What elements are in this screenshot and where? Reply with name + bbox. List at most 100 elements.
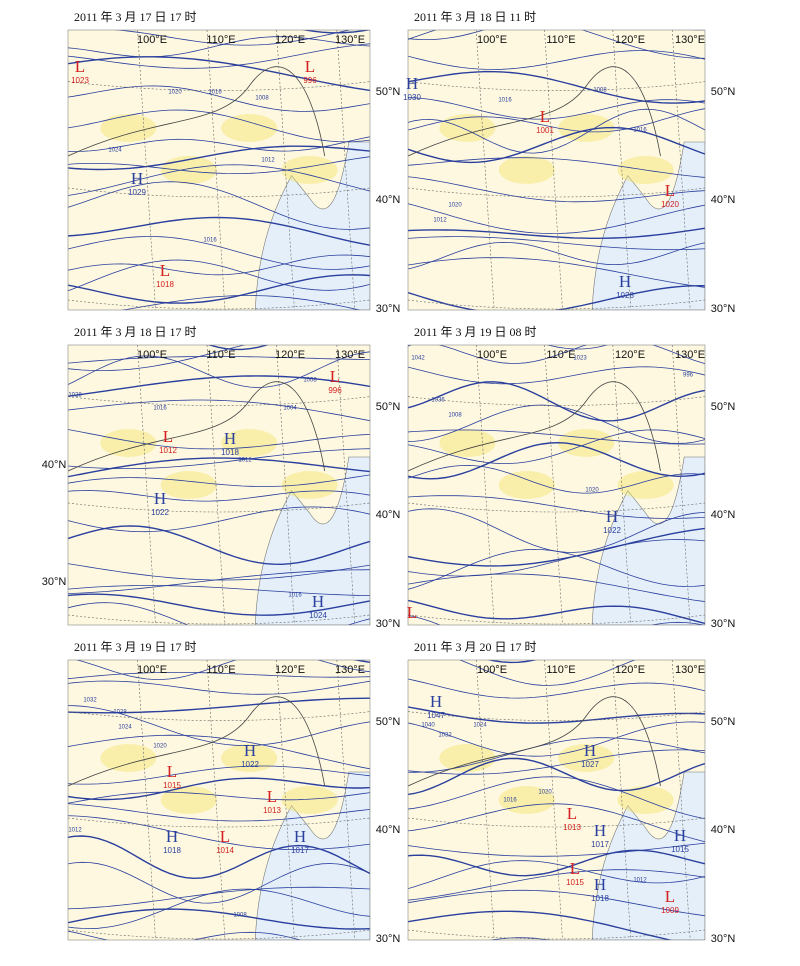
center-type: H bbox=[312, 592, 324, 611]
lat-label: 30°N bbox=[376, 618, 401, 630]
meridian bbox=[475, 660, 495, 940]
center-type: H bbox=[594, 821, 606, 840]
meridian bbox=[544, 345, 563, 625]
parallel bbox=[408, 614, 705, 625]
center-value: 1017 bbox=[291, 846, 309, 855]
isobar bbox=[408, 404, 705, 444]
isobar bbox=[408, 573, 705, 602]
isobar bbox=[68, 236, 370, 270]
isobar bbox=[408, 721, 705, 757]
isobar bbox=[68, 43, 370, 69]
dust-area bbox=[439, 114, 496, 142]
isobar bbox=[68, 569, 370, 595]
sea bbox=[591, 141, 705, 310]
center-value: 1018 bbox=[163, 846, 181, 855]
lon-label: 120°E bbox=[615, 664, 645, 676]
lon-label: 110°E bbox=[206, 34, 235, 46]
isobar-label: 1016 bbox=[288, 593, 302, 599]
center-value: 1013 bbox=[263, 806, 281, 815]
map-panel: 2011 年 3 月 19 日 08 时 100°E 110°E 120°E 130°E… bbox=[407, 325, 736, 630]
isobar bbox=[408, 108, 705, 133]
center-type: L bbox=[567, 804, 577, 823]
center-type: H bbox=[430, 692, 442, 711]
lat-label: 50°N bbox=[711, 401, 736, 413]
center-type: H bbox=[154, 489, 166, 508]
panel-title: 2011 年 3 月 19 日 17 时 bbox=[74, 640, 197, 654]
lon-label: 130°E bbox=[335, 664, 365, 676]
center-type: L bbox=[665, 887, 675, 906]
isobar-label: 1016 bbox=[633, 128, 647, 134]
dust-area bbox=[100, 114, 157, 142]
center-value: 1018 bbox=[221, 448, 239, 457]
dust-area bbox=[281, 786, 338, 814]
lat-label-left: 30°N bbox=[42, 576, 67, 588]
isobar bbox=[408, 345, 609, 350]
center-type: H bbox=[406, 74, 418, 93]
isobar bbox=[68, 259, 370, 292]
lon-label: 130°E bbox=[335, 34, 365, 46]
isobar bbox=[68, 85, 370, 112]
parallel bbox=[408, 187, 705, 198]
lon-label: 130°E bbox=[675, 349, 705, 361]
meridian bbox=[336, 30, 356, 310]
lon-label: 120°E bbox=[275, 349, 305, 361]
isobar bbox=[408, 70, 705, 104]
center-type: L bbox=[267, 787, 277, 806]
center-type: L bbox=[75, 57, 85, 76]
map-body bbox=[408, 30, 705, 310]
isobar bbox=[408, 176, 705, 203]
isobar-label: 1004 bbox=[283, 406, 297, 412]
dust-area bbox=[160, 156, 217, 184]
isobar bbox=[408, 776, 705, 819]
center-value: 1029 bbox=[128, 188, 146, 197]
isobar bbox=[408, 599, 705, 625]
isobar bbox=[68, 56, 370, 92]
center-type: L bbox=[570, 859, 580, 878]
isobar-label: 1020 bbox=[153, 744, 167, 750]
center-value: 1020 bbox=[661, 200, 679, 209]
isobar bbox=[408, 97, 705, 120]
lat-label: 40°N bbox=[376, 509, 401, 521]
isobar-label: 1012 bbox=[433, 218, 447, 224]
lon-label: 120°E bbox=[275, 34, 305, 46]
lon-label: 100°E bbox=[137, 34, 167, 46]
isobar bbox=[68, 356, 370, 364]
isobar bbox=[68, 457, 370, 478]
parallel bbox=[408, 711, 705, 721]
isobar bbox=[408, 614, 705, 625]
center-type: L bbox=[665, 181, 675, 200]
center-type: H bbox=[584, 741, 596, 760]
map-frame bbox=[67, 659, 371, 941]
isobar bbox=[75, 660, 370, 680]
meridian bbox=[276, 660, 295, 940]
panel-title: 2011 年 3 月 17 日 17 时 bbox=[74, 10, 197, 24]
center-value: 1030 bbox=[403, 93, 421, 102]
dust-area bbox=[558, 114, 615, 142]
meridian bbox=[276, 345, 295, 625]
isobar bbox=[68, 164, 370, 196]
isobar bbox=[68, 585, 370, 597]
dust-area bbox=[221, 744, 278, 772]
isobar bbox=[408, 429, 705, 465]
center-value: 1009 bbox=[661, 906, 679, 915]
isobar bbox=[408, 548, 705, 590]
isobar bbox=[408, 678, 705, 699]
lon-label: 110°E bbox=[546, 664, 575, 676]
isobar-label: 1020 bbox=[538, 790, 552, 796]
center-value: 1014 bbox=[216, 846, 234, 855]
isobar bbox=[68, 156, 370, 175]
isobar bbox=[408, 441, 705, 480]
lon-label: 110°E bbox=[206, 349, 235, 361]
lat-label: 50°N bbox=[376, 86, 401, 98]
center-value: 1022 bbox=[603, 526, 621, 535]
isobar bbox=[68, 835, 370, 880]
isobar bbox=[68, 791, 370, 804]
isobar-label: 1036 bbox=[431, 398, 445, 404]
isobar bbox=[408, 203, 705, 235]
map-panel: 2011 年 3 月 18 日 17 时 100°E 110°E 120°E 130°E… bbox=[42, 325, 401, 630]
map-body bbox=[408, 345, 705, 625]
lat-label: 30°N bbox=[711, 618, 736, 630]
center-type: H bbox=[244, 741, 256, 760]
isobar bbox=[68, 672, 370, 680]
isobar bbox=[301, 30, 370, 34]
